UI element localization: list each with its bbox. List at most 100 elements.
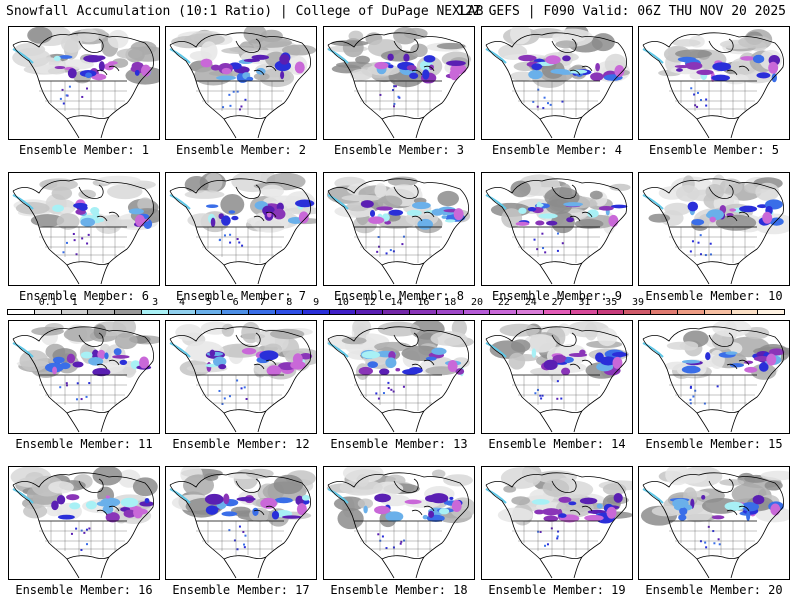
coastline [327, 178, 469, 285]
ensemble-member-label: Ensemble Member: 8 [333, 289, 465, 303]
coastline [393, 184, 419, 199]
heavy-snow-band [546, 220, 558, 226]
heavy-snow-band [444, 219, 456, 223]
heavy-snow-band [562, 55, 571, 62]
coastline [726, 65, 750, 76]
coastline [381, 115, 425, 120]
heavy-snow-band [587, 209, 599, 218]
heavy-snow-band [711, 515, 725, 520]
heavy-snow-band [425, 356, 437, 361]
heavy-snow-band [90, 206, 100, 215]
coastline [327, 190, 395, 285]
mountain-snow [549, 103, 552, 106]
heavy-snow-band [541, 508, 561, 516]
snow-max-core [614, 65, 625, 78]
mountain-snow [556, 397, 559, 400]
mountain-snow [541, 394, 544, 397]
coastline [78, 478, 104, 493]
coastline [539, 261, 583, 266]
snowfall-map [481, 26, 633, 140]
mountain-snow [228, 93, 231, 96]
mountain-snow [703, 402, 706, 405]
coastline [327, 326, 469, 433]
heavy-snow-band [752, 54, 765, 64]
snow-shading [738, 35, 772, 49]
ensemble-member-label: Ensemble Member: 20 [645, 583, 783, 597]
coastline [726, 505, 750, 516]
snow-shading [182, 474, 215, 497]
heavy-snow-band [531, 63, 543, 71]
legend-swatch [651, 310, 678, 314]
heavy-snow-band [67, 68, 77, 79]
mountain-snow [228, 395, 231, 398]
mountain-snow [709, 253, 712, 256]
snow-shading [355, 55, 370, 65]
snow-max-core [608, 214, 619, 227]
heavy-snow-band [259, 350, 279, 361]
legend-swatch [570, 310, 598, 314]
coastline [726, 211, 750, 222]
coastline [726, 359, 750, 370]
ensemble-member-label: Ensemble Member: 3 [333, 143, 465, 157]
heavy-snow-band [279, 54, 290, 65]
heavy-snow-band [139, 501, 154, 507]
snow-shading [337, 507, 364, 530]
heavy-snow-band [66, 353, 76, 364]
heavy-snow-band [518, 207, 527, 214]
coastline [253, 359, 277, 370]
heavy-snow-band [595, 62, 600, 72]
ensemble-member-label: Ensemble Member: 16 [15, 583, 153, 597]
coastline [223, 555, 267, 560]
coastline [642, 178, 784, 285]
heavy-snow-band [422, 514, 429, 520]
legend-swatch [490, 310, 518, 314]
snow-shading [246, 468, 274, 479]
ensemble-member-label: Ensemble Member: 6 [18, 289, 150, 303]
mountain-snow [385, 547, 388, 550]
snow-shading [443, 474, 473, 487]
heavy-snow-band [712, 62, 732, 72]
heavy-snow-band [752, 494, 765, 505]
snow-shading [260, 184, 284, 198]
coastal-snow [327, 194, 349, 210]
ensemble-member-panel: Ensemble Member: 14 [481, 320, 633, 451]
mountain-snow [86, 87, 89, 90]
ensemble-member-panel: Ensemble Member: 2 [165, 26, 317, 157]
ensemble-member-label: Ensemble Member: 19 [488, 583, 626, 597]
mountain-snow [689, 386, 692, 389]
legend-swatch [704, 310, 732, 314]
coastline [551, 184, 577, 199]
mountain-snow [540, 397, 543, 400]
snow-shading [589, 190, 603, 200]
heavy-snow-band [295, 495, 304, 506]
coastline [708, 478, 734, 493]
snow-shading [431, 357, 453, 369]
coastline [642, 32, 784, 139]
coastline [253, 211, 277, 222]
legend-swatch [249, 310, 276, 314]
coastal-snow [485, 488, 507, 504]
coastline [485, 338, 553, 433]
snow-max-core [139, 356, 150, 369]
coastline [12, 178, 154, 285]
snow-shading [339, 479, 383, 496]
heavy-snow-band [768, 348, 785, 356]
heavy-snow-band [561, 367, 571, 376]
snow-shading [48, 481, 74, 494]
coastline [411, 211, 435, 222]
snow-max-core [134, 214, 145, 227]
snow-shading [377, 321, 421, 337]
heavy-snow-band [404, 499, 422, 505]
heavy-snow-band [120, 497, 139, 508]
coastline [12, 338, 80, 433]
heavy-snow-band [301, 494, 310, 501]
snow-shading [200, 41, 218, 62]
mountain-snow [68, 85, 71, 88]
snow-shading [51, 186, 73, 200]
legend-swatch [222, 310, 250, 314]
heavy-snow-band [677, 56, 697, 63]
mountain-snow [689, 250, 692, 253]
mountain-snow [81, 95, 84, 98]
snow-shading [107, 29, 129, 49]
mountain-snow [65, 382, 68, 385]
